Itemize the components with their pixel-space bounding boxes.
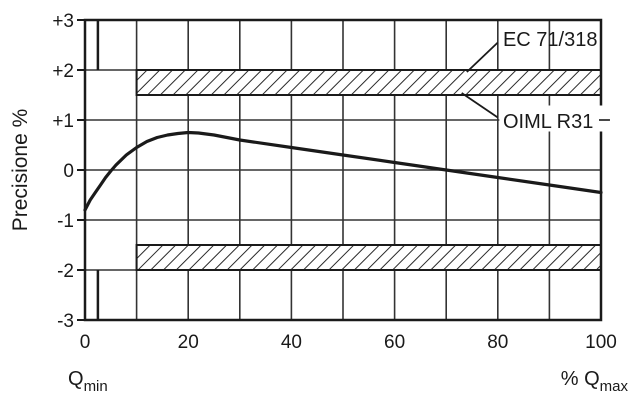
ec-leader-line xyxy=(466,41,499,73)
qmin-main: Q xyxy=(68,368,84,390)
x-tick-label: 20 xyxy=(178,332,199,353)
x-tick-label: 0 xyxy=(80,332,91,353)
y-tick-label: +3 xyxy=(52,11,74,32)
series-group xyxy=(83,130,603,212)
x-tick-label: 80 xyxy=(487,332,508,353)
x-tick-label: 100 xyxy=(585,332,617,353)
y-tick-label: -2 xyxy=(57,261,74,282)
series-line-0 xyxy=(83,130,603,212)
tolerance-band-0 xyxy=(135,69,602,96)
y-tick-label: -1 xyxy=(57,211,74,232)
x-axis-label-qmin: Qmin xyxy=(68,368,108,395)
oiml-label-bg xyxy=(499,105,612,132)
grid xyxy=(85,20,601,320)
x-tick-label: 40 xyxy=(281,332,302,353)
annotation-ec: EC 71/318 xyxy=(503,29,598,51)
qmax-main: % Q xyxy=(561,368,600,390)
y-ticks: +3 +2 +1 0 -1 -2 -3 xyxy=(52,11,85,332)
x-axis-label-qmax: % Qmax xyxy=(561,368,629,395)
qmax-sub: max xyxy=(600,378,629,395)
oiml-leader-line xyxy=(461,92,499,119)
y-tick-label: 0 xyxy=(63,161,74,182)
tolerance-bands xyxy=(135,69,602,271)
annotations: EC 71/318 OIML R31 xyxy=(461,29,612,133)
y-tick-label: +1 xyxy=(52,111,74,132)
x-tick-label: 60 xyxy=(384,332,405,353)
annotation-oiml: OIML R31 xyxy=(503,111,593,133)
x-ticks: 0 20 40 60 80 100 xyxy=(80,332,617,353)
y-tick-label: -3 xyxy=(57,311,74,332)
qmin-sub: min xyxy=(84,378,108,395)
y-axis-title: Precisione % xyxy=(9,109,32,232)
y-tick-label: +2 xyxy=(52,61,74,82)
tolerance-band-1 xyxy=(135,244,602,271)
